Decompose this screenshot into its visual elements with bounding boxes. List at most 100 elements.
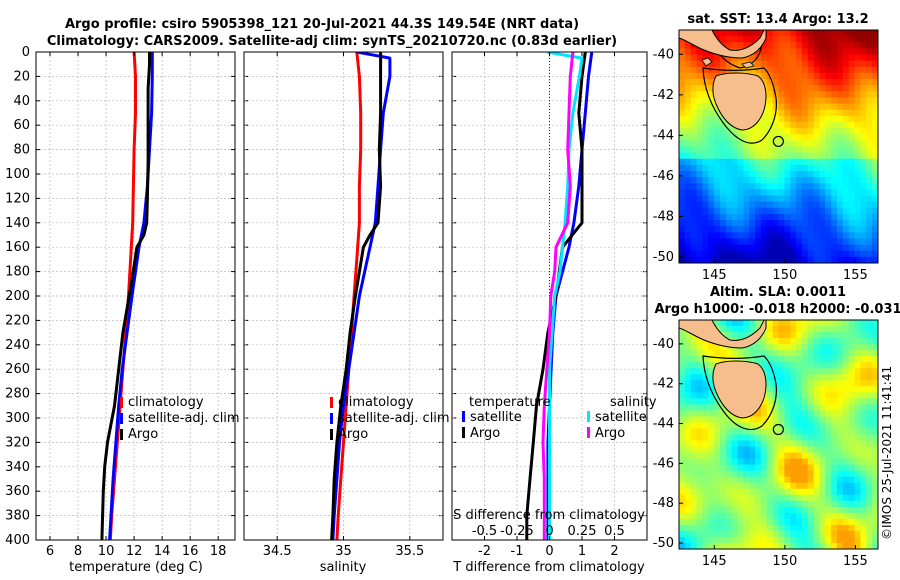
heatmap-cell [708,152,715,160]
heatmap-cell [719,404,727,411]
heatmap-cell [819,79,826,86]
heatmap-cell [860,488,867,496]
heatmap-cell [714,60,721,68]
heatmap-cell [813,238,821,246]
heatmap-cell [872,398,878,405]
heatmap-cell [772,60,780,68]
heatmap-cell [708,79,715,86]
heatmap-cell [813,54,821,62]
heatmap-cell [714,220,721,227]
heatmap-cell [760,512,768,520]
heatmap-cell [684,362,692,369]
heatmap-cell [702,66,709,74]
heatmap-cell [772,121,780,129]
heatmap-cell [708,542,715,549]
heatmap-cell [696,72,704,80]
heatmap-cell [784,164,791,172]
heatmap-cell [801,256,809,263]
heatmap-cell [690,54,698,62]
x-tick-label: 0 [545,544,553,559]
heatmap-cell [801,207,809,215]
heatmap-cell [749,470,756,478]
heatmap-cell [731,232,739,240]
heatmap-cell [837,428,844,436]
heatmap-cell [772,362,780,369]
heatmap-cell [772,152,780,160]
heatmap-cell [684,158,692,166]
heatmap-cell [766,542,774,549]
heatmap-cell [772,398,780,405]
heatmap-cell [872,356,878,363]
legend-swatch-satellite [330,413,333,424]
heatmap-cell [842,146,850,154]
heatmap-cell [807,195,815,203]
heatmap-cell [784,134,791,141]
heatmap-cell [842,464,850,472]
heatmap-cell [714,452,721,460]
heatmap-cell [772,201,780,209]
heatmap-cell [825,392,832,399]
heatmap-cell [714,232,721,240]
heatmap-cell [766,326,774,333]
heatmap-cell [831,54,838,62]
heatmap-cell [854,256,862,263]
top-tick-label: 0.5 [604,524,625,539]
heatmap-cell [679,85,686,92]
legend-swatch-argo [330,429,333,440]
heatmap-cell [801,177,809,184]
heatmap-cell [725,152,733,160]
heatmap-cell [772,220,780,227]
heatmap-cell [837,524,844,532]
heatmap-cell [854,226,862,233]
heatmap-cell [860,60,867,68]
heatmap-cell [696,189,704,197]
heatmap-cell [848,244,856,252]
heatmap-cell [813,250,821,258]
heatmap-cell [702,128,709,135]
heatmap-cell [766,422,774,430]
heatmap-cell [731,428,739,436]
heatmap-cell [714,434,721,442]
heatmap-cell [679,374,686,381]
heatmap-cell [714,356,721,363]
heatmap-cell [772,54,780,62]
heatmap-cell [690,362,698,369]
heatmap-cell [848,30,856,37]
heatmap-cell [860,494,867,502]
series-line-satellite-adj-clim [331,52,392,540]
heatmap-cell [801,410,809,418]
heatmap-cell [766,115,774,123]
heatmap-cell [755,440,762,448]
heatmap-cell [866,434,873,442]
heatmap-cell [684,446,692,454]
heatmap-cell [807,518,815,526]
heatmap-cell [708,488,715,496]
heatmap-cell [708,404,715,411]
heatmap-cell [848,512,856,520]
heatmap-cell [872,220,878,227]
y-tick-label: 360 [5,484,30,499]
heatmap-cell [679,226,686,233]
heatmap-cell [848,464,856,472]
heatmap-cell [719,207,727,215]
heatmap-cell [719,506,727,514]
heatmap-cell [860,440,867,448]
heatmap-cell [837,404,844,411]
heatmap-cell [749,440,756,448]
heatmap-cell [837,91,844,99]
heatmap-cell [714,207,721,215]
heatmap-cell [772,374,780,381]
heatmap-cell [719,220,727,227]
heatmap-cell [690,530,698,538]
heatmap-cell [831,183,838,191]
heatmap-cell [813,476,821,484]
heatmap-cell [801,158,809,166]
heatmap-cell [784,530,791,538]
heatmap-cell [831,488,838,496]
heatmap-cell [854,140,862,148]
heatmap-cell [755,158,762,166]
heatmap-cell [837,146,844,154]
heatmap-cell [725,506,733,514]
heatmap-cell [801,524,809,532]
heatmap-cell [831,542,838,549]
